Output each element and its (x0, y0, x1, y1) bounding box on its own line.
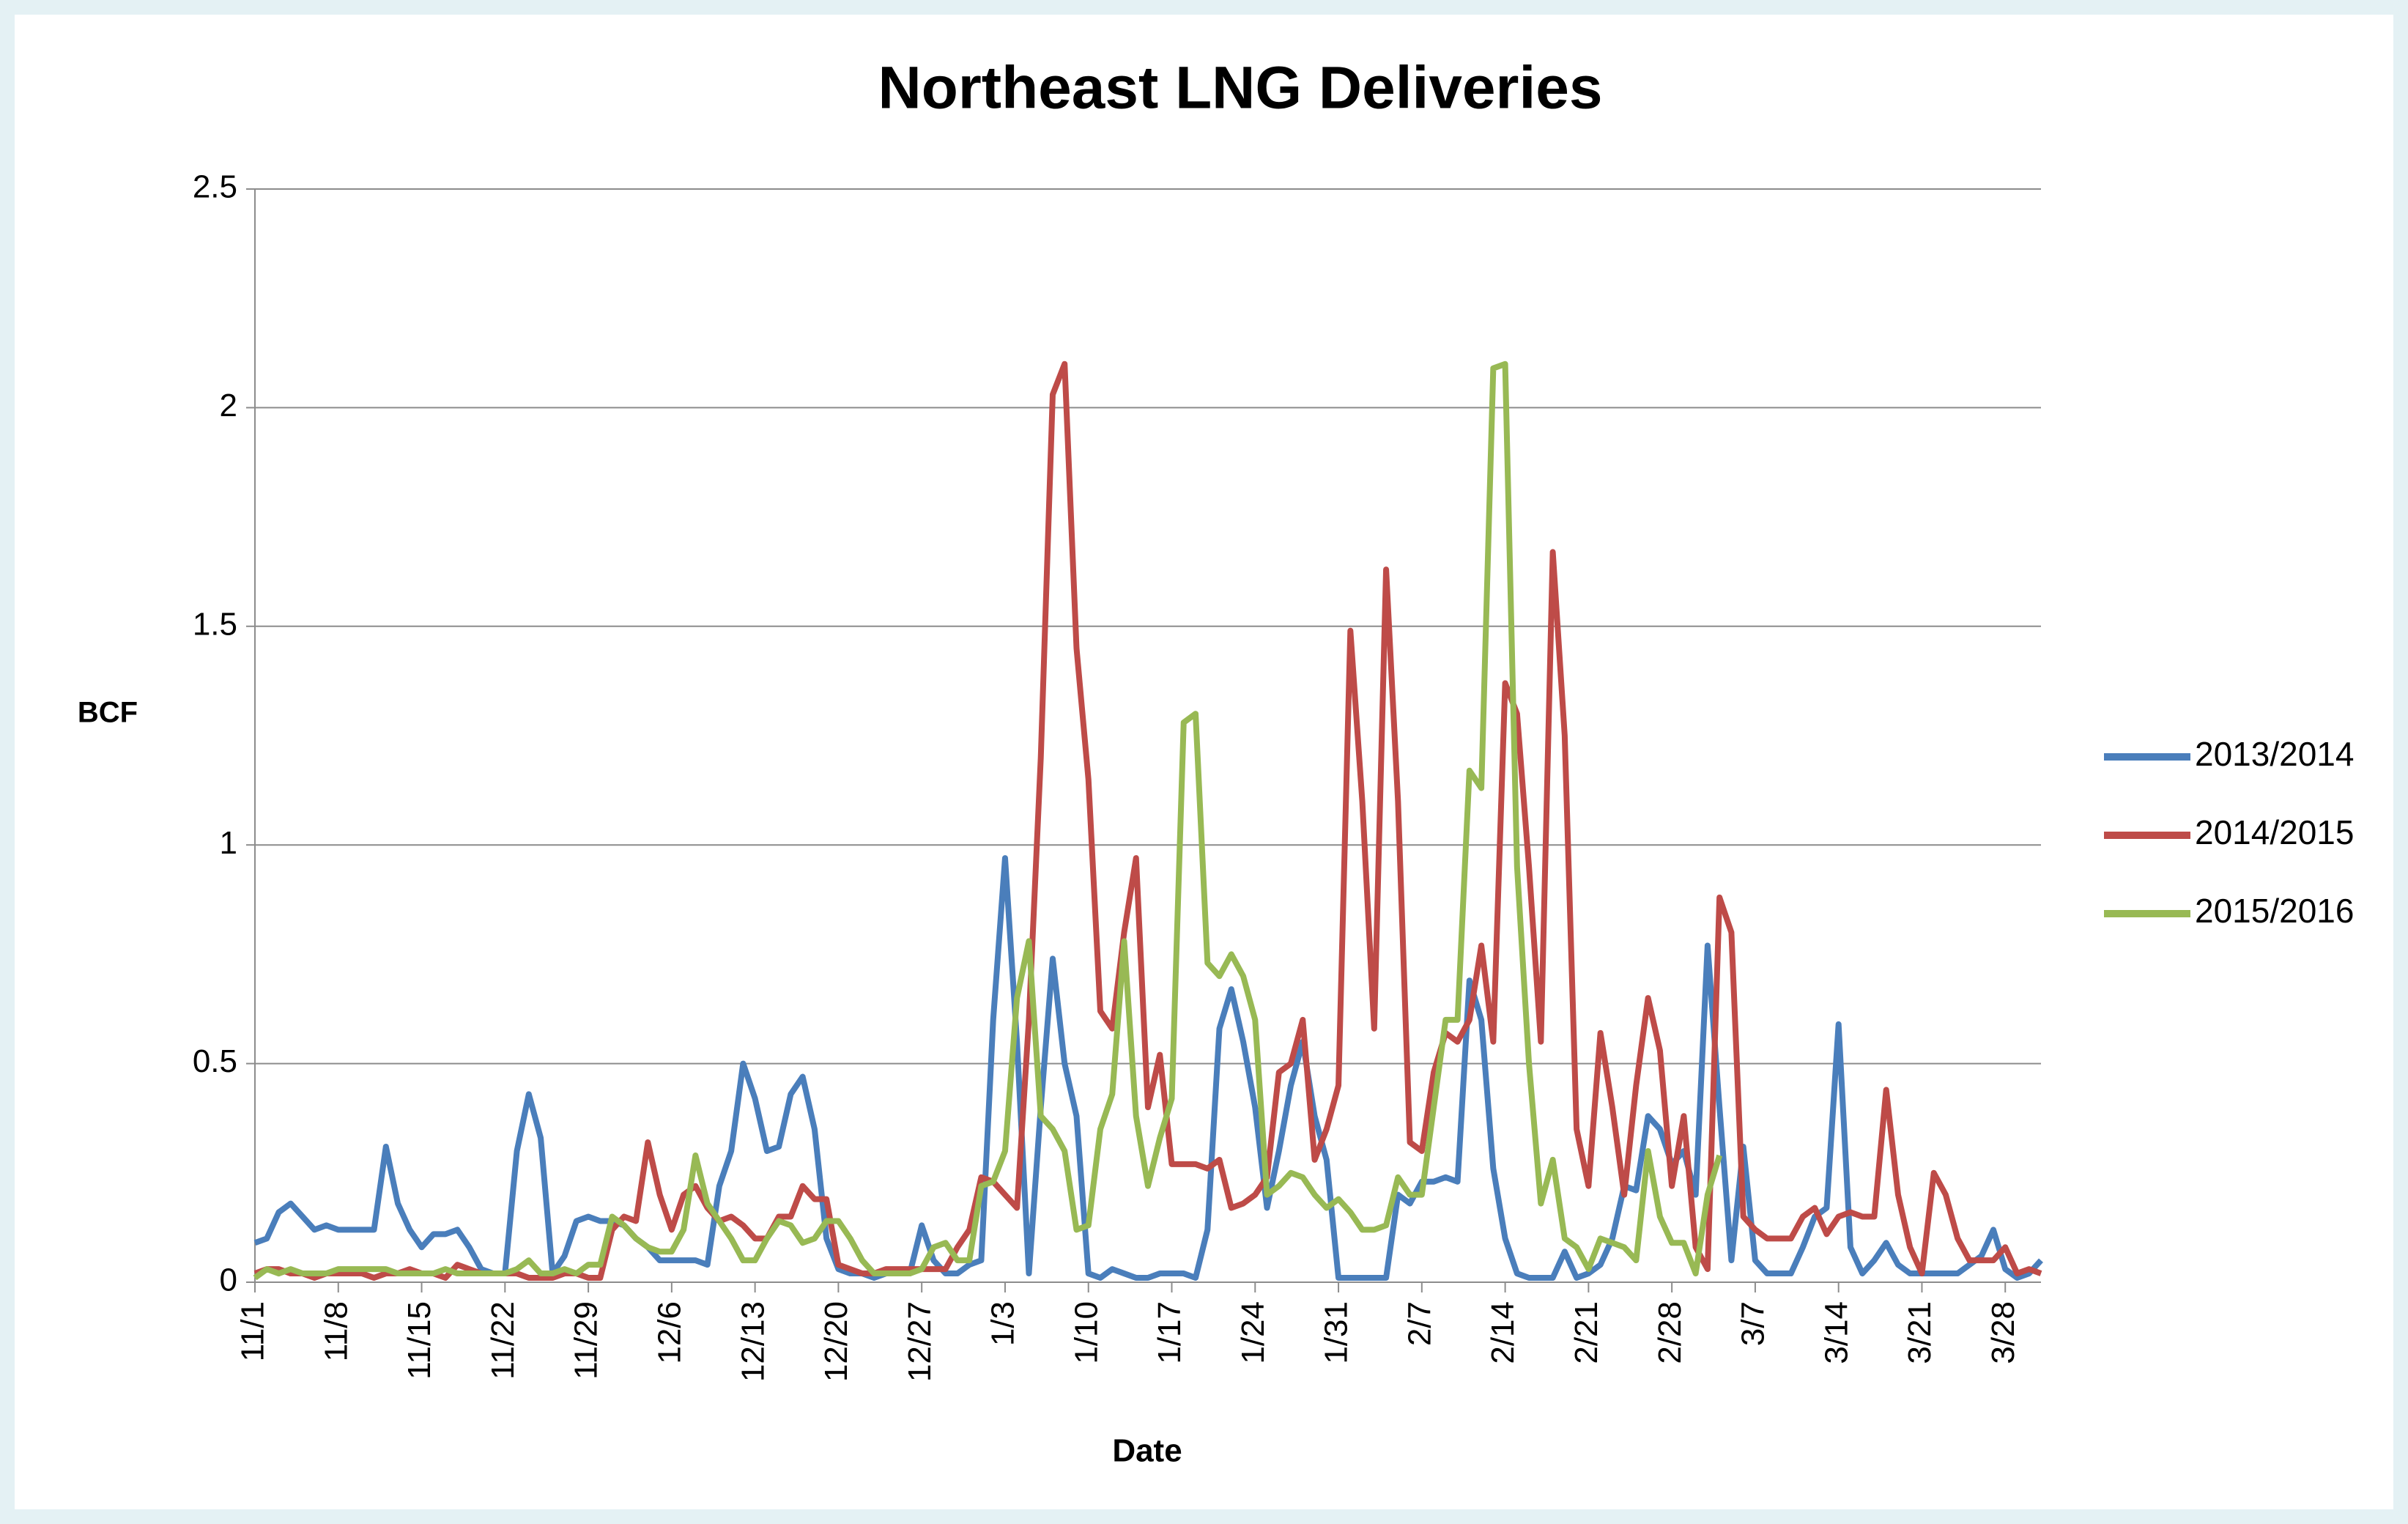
x-tick-label: 11/1 (235, 1301, 271, 1361)
x-tick-label: 12/20 (818, 1301, 854, 1382)
y-tick-label: 2.5 (193, 169, 237, 205)
x-tick-label: 2/7 (1401, 1301, 1437, 1346)
x-tick-label: 3/14 (1818, 1301, 1854, 1364)
chart-title: Northeast LNG Deliveries (878, 55, 1603, 122)
y-tick-label: 0 (220, 1262, 237, 1298)
y-axis-title: BCF (78, 697, 138, 729)
x-tick-label: 3/7 (1735, 1301, 1771, 1346)
x-tick-label: 11/15 (401, 1301, 437, 1380)
x-tick-label: 11/8 (318, 1301, 354, 1361)
x-tick-label: 12/27 (902, 1301, 938, 1382)
y-tick-label: 1 (220, 825, 237, 861)
x-tick-label: 2/21 (1568, 1301, 1604, 1364)
x-tick-label: 11/29 (568, 1301, 604, 1380)
x-tick-label: 1/24 (1235, 1301, 1271, 1364)
x-tick-label: 1/3 (985, 1301, 1021, 1346)
y-tick-label: 2 (220, 388, 237, 423)
x-tick-label: 1/31 (1319, 1301, 1355, 1364)
series-line (253, 360, 1722, 1281)
legend-label: 2014/2015 (2195, 813, 2354, 851)
series-line (253, 360, 2042, 1281)
x-tick-label: 12/6 (651, 1301, 687, 1364)
x-tick-label: 1/10 (1068, 1301, 1104, 1364)
x-tick-label: 2/14 (1485, 1301, 1521, 1364)
y-tick-label: 0.5 (193, 1043, 237, 1079)
x-tick-label: 3/28 (1985, 1301, 2021, 1364)
y-tick-label: 1.5 (193, 606, 237, 642)
x-tick-label: 11/22 (485, 1301, 521, 1380)
x-axis-title: Date (1112, 1433, 1182, 1469)
x-tick-label: 3/21 (1902, 1301, 1938, 1364)
x-tick-label: 2/28 (1652, 1301, 1688, 1364)
legend-label: 2015/2016 (2195, 892, 2354, 930)
legend-label: 2013/2014 (2195, 735, 2354, 773)
x-tick-label: 12/13 (735, 1301, 771, 1382)
chart-background (15, 15, 2393, 1509)
x-tick-label: 1/17 (1152, 1301, 1188, 1364)
